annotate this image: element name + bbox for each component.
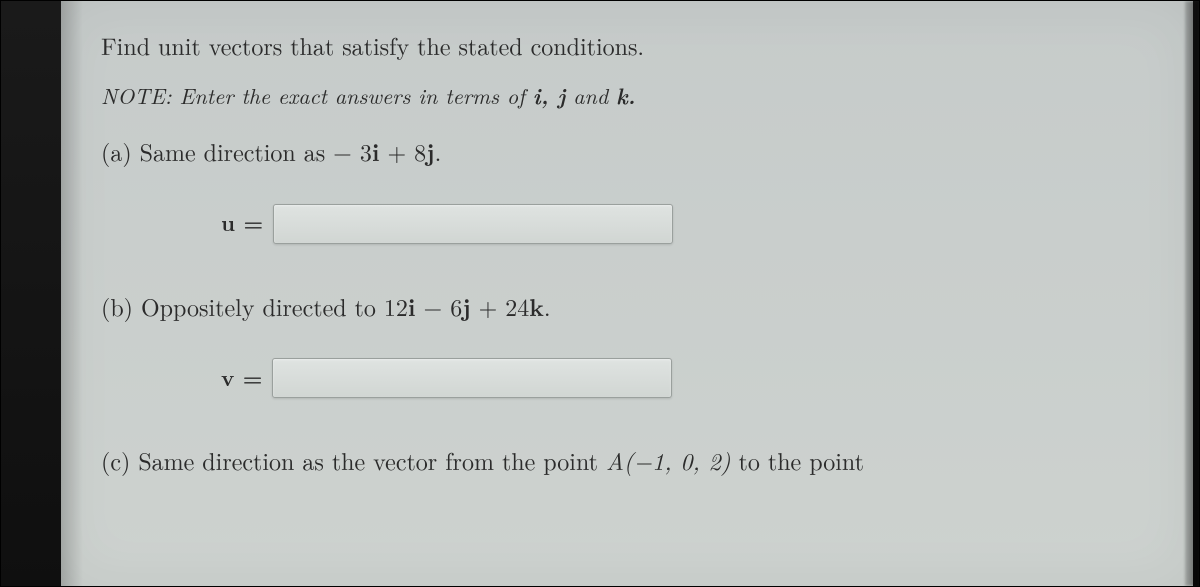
- vec-i: i: [372, 135, 380, 169]
- point-A: A(−1, 0, 2): [606, 443, 731, 477]
- vec-k-b: k: [529, 290, 544, 324]
- part-b: (b) Oppositely directed to 12i − 6j + 24…: [101, 290, 1113, 398]
- vec-j: j: [426, 135, 434, 169]
- note-text: NOTE: Enter the exact answers in terms o…: [101, 80, 1113, 111]
- part-b-heading: (b) Oppositely directed to 12i − 6j + 24…: [101, 290, 1113, 324]
- part-a-answer-label: u =: [221, 208, 263, 238]
- part-b-answer-label: v =: [221, 363, 262, 393]
- part-b-end: .: [544, 289, 551, 323]
- part-c: (c) Same direction as the vector from th…: [101, 444, 1113, 477]
- part-c-pre: (c) Same direction as the vector from th…: [101, 443, 606, 477]
- vec-i-b: i: [408, 290, 416, 324]
- part-a-label: (a) Same direction as − 3: [101, 134, 372, 168]
- part-a-end: .: [435, 134, 442, 168]
- note-vec-k: k.: [616, 79, 636, 111]
- part-b-label: (b) Oppositely directed to 12: [101, 289, 408, 323]
- part-a-plus: + 8: [380, 134, 427, 168]
- note-and: and: [565, 80, 616, 111]
- page-surface: Find unit vectors that satisfy the state…: [61, 1, 1193, 586]
- note-vecs-ij: i, j: [533, 79, 566, 111]
- photo-frame: Find unit vectors that satisfy the state…: [0, 0, 1200, 587]
- vec-j-b: j: [462, 290, 470, 324]
- part-a: (a) Same direction as − 3i + 8j. u =: [101, 135, 1113, 243]
- part-c-post: to the point: [731, 443, 864, 477]
- note-prefix: NOTE: Enter the exact answers in terms o…: [101, 80, 533, 111]
- part-b-answer-row: v =: [221, 358, 1113, 398]
- part-a-heading: (a) Same direction as − 3i + 8j.: [101, 135, 1113, 169]
- part-a-answer-row: u =: [221, 204, 1113, 244]
- part-c-heading: (c) Same direction as the vector from th…: [101, 444, 1113, 477]
- part-b-answer-input[interactable]: [272, 358, 672, 398]
- part-a-answer-input[interactable]: [273, 204, 673, 244]
- part-b-m1: − 6: [416, 289, 463, 323]
- intro-text: Find unit vectors that satisfy the state…: [101, 29, 1113, 62]
- part-b-m2: + 24: [471, 289, 530, 323]
